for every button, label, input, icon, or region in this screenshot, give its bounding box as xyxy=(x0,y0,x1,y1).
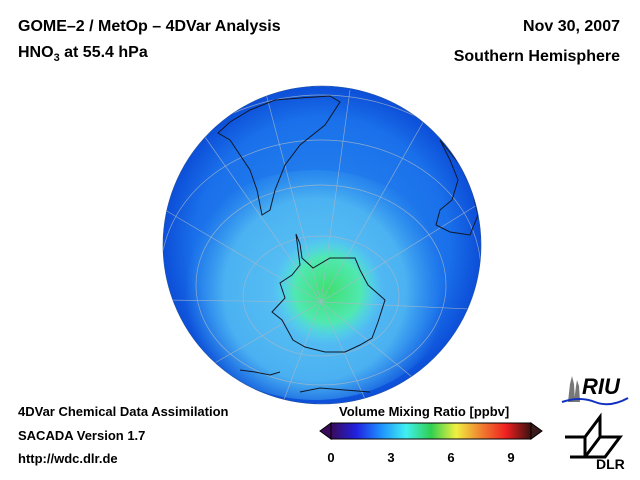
colorbar-tick: 0 xyxy=(327,450,335,465)
riu-logo: RIU xyxy=(561,374,629,406)
species: HNO xyxy=(18,44,54,61)
graticule xyxy=(163,89,481,404)
title-line-1: GOME–2 / MetOp – 4DVar Analysis xyxy=(18,18,281,35)
colorbar xyxy=(319,422,543,440)
colorbar-tick: 9 xyxy=(507,450,515,465)
colorbar-ramp xyxy=(330,422,532,440)
colorbar-under-arrow xyxy=(319,422,332,440)
title-line-2: HNO3 at 55.4 hPa xyxy=(18,44,148,64)
pressure-level: at 55.4 hPa xyxy=(59,44,148,61)
colorbar-tick: 6 xyxy=(447,450,455,465)
colorbar-tick: 3 xyxy=(387,450,395,465)
svg-text:DLR: DLR xyxy=(596,456,625,472)
date-label: Nov 30, 2007 xyxy=(523,18,620,35)
footer-line-1: 4DVar Chemical Data Assimilation xyxy=(18,404,229,419)
svg-text:RIU: RIU xyxy=(582,374,621,399)
colorbar-over-arrow xyxy=(530,422,543,440)
hemisphere-label: Southern Hemisphere xyxy=(453,48,620,65)
footer-line-2: SACADA Version 1.7 xyxy=(18,428,146,443)
species-subscript: 3 xyxy=(53,52,60,65)
colorbar-label: Volume Mixing Ratio [ppbv] xyxy=(339,404,510,419)
dlr-logo: DLR xyxy=(565,412,625,472)
footer-url: http://wdc.dlr.de xyxy=(18,451,118,466)
